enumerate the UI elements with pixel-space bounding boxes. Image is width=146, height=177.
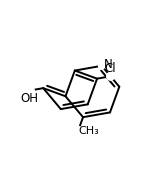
Text: N: N: [104, 58, 112, 72]
Text: CH₃: CH₃: [79, 126, 100, 136]
Circle shape: [73, 126, 83, 136]
Text: Cl: Cl: [105, 62, 116, 75]
Circle shape: [99, 63, 105, 69]
Text: OH: OH: [21, 92, 39, 105]
Circle shape: [25, 86, 34, 95]
Circle shape: [107, 72, 114, 80]
